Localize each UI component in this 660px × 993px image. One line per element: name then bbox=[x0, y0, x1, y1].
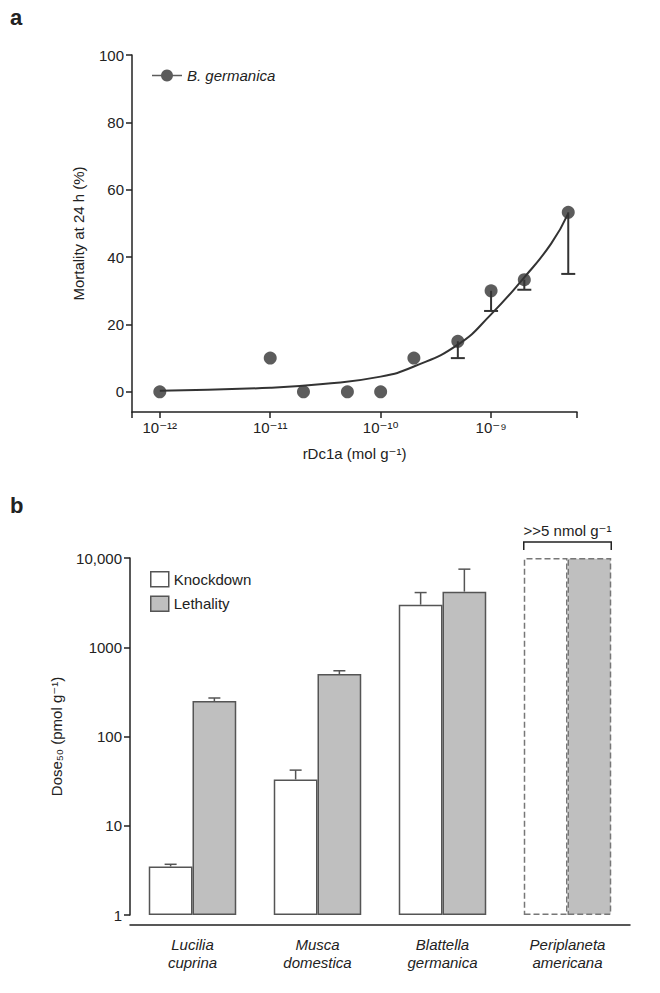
svg-text:100: 100 bbox=[97, 728, 122, 745]
svg-text:B. germanica: B. germanica bbox=[187, 67, 275, 84]
svg-text:10⁻⁹: 10⁻⁹ bbox=[476, 419, 507, 436]
svg-text:cuprina: cuprina bbox=[168, 954, 217, 971]
svg-text:Periplaneta: Periplaneta bbox=[530, 936, 606, 953]
svg-text:10: 10 bbox=[105, 817, 122, 834]
svg-text:1000: 1000 bbox=[89, 639, 122, 656]
svg-text:40: 40 bbox=[107, 249, 124, 266]
svg-text:60: 60 bbox=[107, 181, 124, 198]
svg-text:0: 0 bbox=[116, 383, 124, 400]
svg-text:americana: americana bbox=[532, 954, 602, 971]
svg-text:1: 1 bbox=[114, 907, 122, 924]
svg-text:domestica: domestica bbox=[283, 954, 351, 971]
svg-text:10⁻¹²: 10⁻¹² bbox=[143, 419, 178, 436]
svg-text:10,000: 10,000 bbox=[76, 550, 122, 567]
svg-text:Mortality at 24 h (%): Mortality at 24 h (%) bbox=[70, 166, 87, 300]
svg-text:b: b bbox=[10, 493, 23, 518]
svg-text:100: 100 bbox=[99, 47, 124, 64]
svg-text:a: a bbox=[10, 5, 23, 30]
svg-text:Knockdown: Knockdown bbox=[174, 571, 252, 588]
svg-text:germanica: germanica bbox=[407, 954, 477, 971]
svg-text:Dose₅₀ (pmol g⁻¹): Dose₅₀ (pmol g⁻¹) bbox=[48, 677, 65, 796]
svg-text:10⁻¹¹: 10⁻¹¹ bbox=[253, 419, 288, 436]
svg-text:>>5 nmol g⁻¹: >>5 nmol g⁻¹ bbox=[524, 522, 612, 539]
svg-text:Lethality: Lethality bbox=[174, 595, 230, 612]
svg-text:rDc1a (mol g⁻¹): rDc1a (mol g⁻¹) bbox=[303, 445, 407, 462]
svg-text:80: 80 bbox=[107, 114, 124, 131]
svg-text:20: 20 bbox=[107, 316, 124, 333]
svg-text:Lucilia: Lucilia bbox=[171, 936, 214, 953]
svg-text:10⁻¹⁰: 10⁻¹⁰ bbox=[363, 419, 399, 436]
svg-text:Blattella: Blattella bbox=[416, 936, 469, 953]
svg-text:Musca: Musca bbox=[295, 936, 339, 953]
